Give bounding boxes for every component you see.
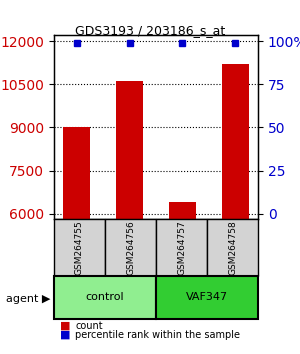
Text: GDS3193 / 203186_s_at: GDS3193 / 203186_s_at bbox=[75, 24, 225, 36]
Text: control: control bbox=[86, 292, 124, 302]
Text: GSM264755: GSM264755 bbox=[75, 221, 84, 275]
Bar bbox=[222, 64, 249, 354]
Text: GSM264756: GSM264756 bbox=[126, 221, 135, 275]
Bar bbox=[63, 127, 90, 354]
Text: GSM264758: GSM264758 bbox=[228, 221, 237, 275]
FancyBboxPatch shape bbox=[207, 219, 258, 276]
Text: ■: ■ bbox=[60, 321, 70, 331]
FancyBboxPatch shape bbox=[156, 219, 207, 276]
Text: percentile rank within the sample: percentile rank within the sample bbox=[75, 330, 240, 339]
FancyBboxPatch shape bbox=[54, 219, 105, 276]
Bar bbox=[116, 81, 143, 354]
Text: ■: ■ bbox=[60, 330, 70, 339]
Text: agent ▶: agent ▶ bbox=[6, 294, 50, 304]
Text: VAF347: VAF347 bbox=[186, 292, 228, 302]
FancyBboxPatch shape bbox=[54, 276, 156, 319]
FancyBboxPatch shape bbox=[105, 219, 156, 276]
Text: count: count bbox=[75, 321, 103, 331]
Text: GSM264757: GSM264757 bbox=[177, 221, 186, 275]
Bar bbox=[169, 202, 196, 354]
FancyBboxPatch shape bbox=[156, 276, 258, 319]
